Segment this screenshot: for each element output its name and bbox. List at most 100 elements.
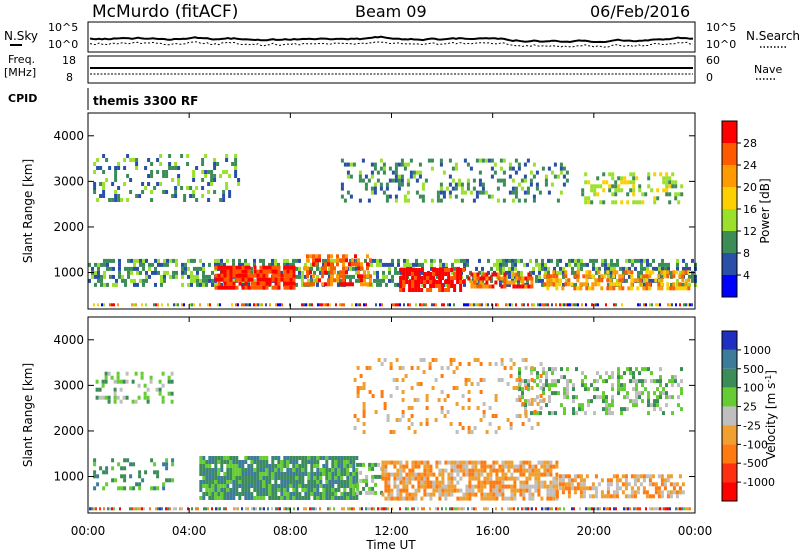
data-cell [279, 507, 281, 511]
data-cell [96, 158, 100, 162]
data-cell [289, 262, 292, 267]
data-cell [474, 460, 478, 465]
colorbar-segment [722, 368, 737, 388]
data-cell [313, 464, 317, 468]
data-cell [325, 492, 329, 496]
data-cell [369, 258, 372, 263]
data-cell [214, 472, 218, 476]
data-cell [465, 472, 469, 477]
data-cell [310, 262, 313, 267]
data-cell [518, 367, 521, 372]
data-cell [412, 262, 415, 267]
data-cell [555, 496, 559, 501]
data-cell [535, 262, 538, 267]
data-cell [329, 303, 331, 307]
data-cell [241, 472, 245, 476]
data-cell [271, 269, 275, 274]
data-cell [93, 462, 97, 467]
data-cell [359, 374, 363, 378]
data-cell [434, 418, 438, 422]
data-cell [389, 366, 393, 370]
data-cell [432, 272, 436, 276]
data-cell [532, 270, 535, 275]
data-cell [426, 276, 430, 280]
data-cell [662, 180, 666, 185]
data-cell [478, 182, 482, 187]
data-cell [429, 288, 433, 292]
data-cell [354, 254, 357, 259]
data-cell [171, 458, 175, 463]
data-cell [415, 303, 417, 307]
data-cell [559, 258, 562, 263]
data-cell [624, 482, 628, 487]
data-cell [504, 460, 508, 465]
data-cell [373, 166, 377, 171]
data-cell [103, 262, 106, 267]
colorbar-tick-label: -500 [743, 457, 768, 470]
data-cell [156, 182, 160, 186]
data-cell [325, 488, 329, 492]
data-cell [407, 418, 411, 422]
data-cell [226, 484, 230, 488]
data-cell [445, 262, 448, 267]
data-cell [347, 507, 349, 511]
colorbar-tick-label: 4 [743, 269, 750, 282]
data-cell [321, 303, 323, 307]
data-cell [394, 198, 398, 203]
data-cell [211, 496, 215, 500]
data-cell [247, 507, 249, 511]
data-cell [518, 284, 522, 289]
data-cell [250, 273, 254, 278]
data-cell [653, 379, 656, 384]
data-cell [259, 480, 263, 484]
data-cell [250, 476, 254, 480]
data-cell [440, 366, 444, 370]
data-cell [633, 490, 637, 495]
data-cell [498, 476, 502, 481]
data-cell [366, 262, 369, 267]
colorbar-segment [722, 482, 737, 501]
data-cell [349, 456, 353, 460]
data-cell [450, 460, 454, 465]
data-cell [217, 460, 221, 464]
data-cell [262, 262, 265, 267]
data-cell [167, 507, 169, 511]
data-cell [539, 362, 543, 366]
data-cell [646, 262, 649, 267]
data-cell [162, 462, 166, 467]
data-cell [161, 399, 165, 404]
data-cell [119, 399, 123, 404]
data-cell [655, 507, 657, 511]
data-cell [157, 270, 160, 275]
data-cell [271, 496, 275, 500]
data-cell [112, 282, 115, 287]
data-cell [662, 387, 665, 392]
data-cell [364, 174, 368, 179]
data-cell [268, 464, 272, 468]
data-cell [379, 303, 381, 307]
data-cell [411, 276, 415, 280]
data-cell [524, 366, 528, 370]
data-cell [423, 472, 427, 477]
nave-label: Nave [754, 63, 782, 76]
data-cell [310, 464, 314, 468]
data-cell [499, 270, 502, 275]
data-cell [421, 507, 423, 511]
data-cell [488, 276, 492, 281]
data-cell [473, 284, 477, 289]
data-cell [570, 282, 574, 287]
data-cell [108, 166, 112, 170]
data-cell [564, 270, 568, 275]
data-cell [171, 462, 175, 467]
data-cell [685, 507, 687, 511]
data-cell [193, 266, 196, 271]
data-cell [262, 277, 266, 282]
data-cell [399, 492, 403, 497]
data-cell [441, 484, 445, 489]
data-cell [403, 262, 406, 267]
data-cell [603, 494, 607, 499]
data-cell [310, 460, 314, 464]
data-cell [426, 472, 430, 477]
data-cell [527, 383, 530, 388]
data-cell [651, 474, 655, 479]
